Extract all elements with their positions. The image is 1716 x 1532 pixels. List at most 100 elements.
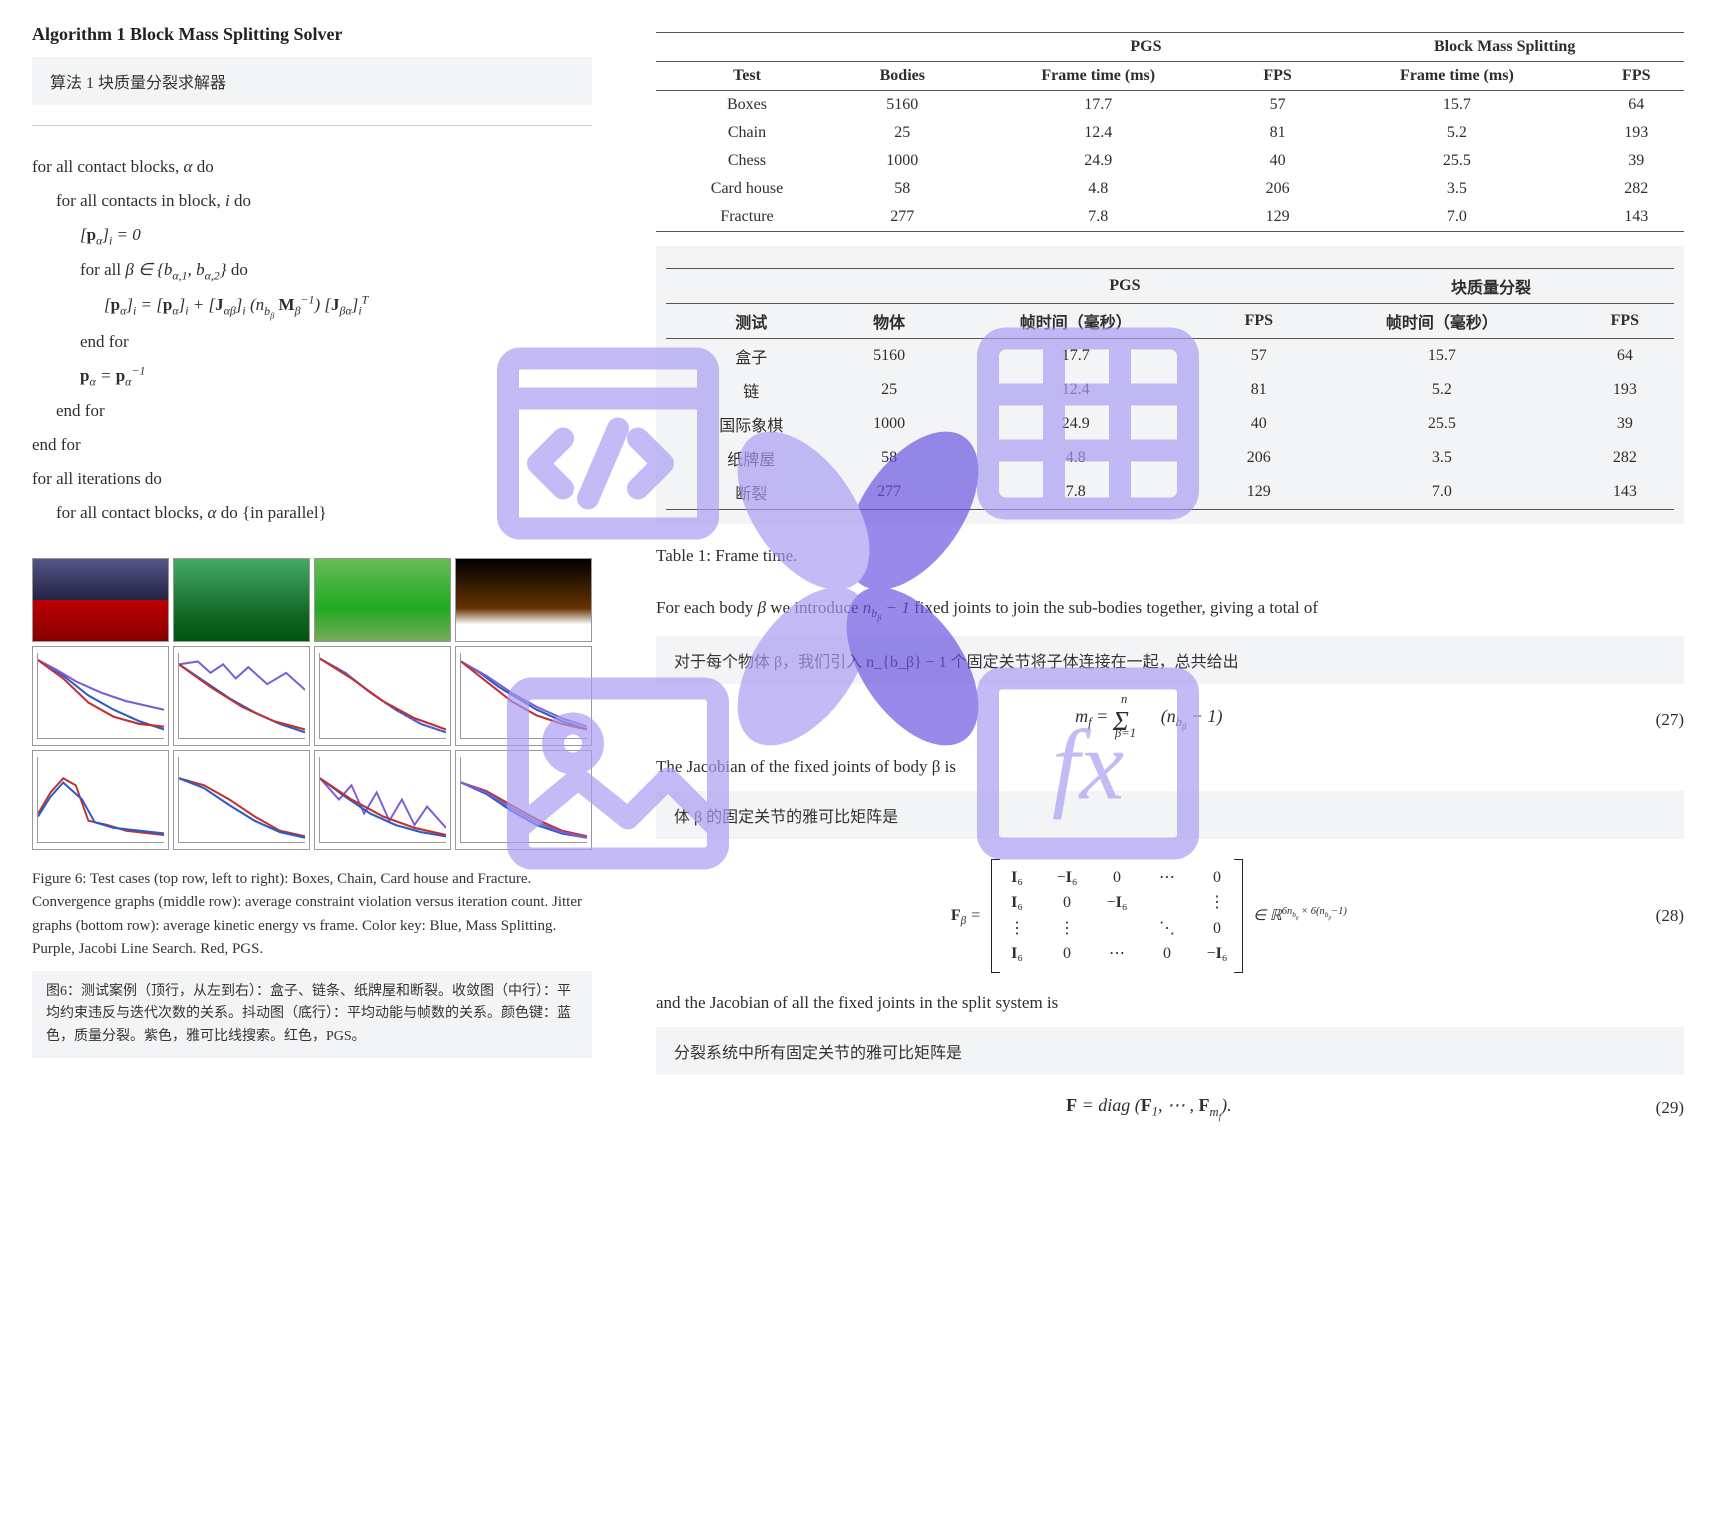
table-row: 链2512.4815.2193 xyxy=(666,373,1674,407)
table-cell: 5160 xyxy=(838,91,967,120)
body-p1-zh: 对于每个物体 β，我们引入 n_{b_β} − 1 个固定关节将子体连接在一起，… xyxy=(656,636,1684,684)
algo-line: for all contact blocks, α do xyxy=(32,150,592,184)
table-row: Chain2512.4815.2193 xyxy=(656,119,1684,147)
algorithm-title: Algorithm 1 Block Mass Splitting Solver xyxy=(32,24,592,45)
table-header: Block Mass Splitting xyxy=(1325,33,1684,62)
table-cell: 58 xyxy=(838,175,967,203)
table-cell: Chain xyxy=(656,119,838,147)
table-cell: 277 xyxy=(836,475,942,510)
table-cell: 143 xyxy=(1576,475,1674,510)
table-cell: 25 xyxy=(836,373,942,407)
eq-number: (29) xyxy=(1642,1098,1684,1118)
figure6-jitter-plot xyxy=(32,750,169,850)
table-row: 国际象棋100024.94025.539 xyxy=(666,407,1674,441)
table-header: 帧时间（毫秒） xyxy=(942,304,1210,339)
figure6-scene-fracture xyxy=(455,558,592,642)
algo-line-eq: [pα]i = 0 xyxy=(32,218,592,253)
table-header: FPS xyxy=(1210,304,1308,339)
algo-line-eq: pα = pα−1 xyxy=(32,359,592,394)
table-cell: 193 xyxy=(1576,373,1674,407)
eq-number: (27) xyxy=(1642,710,1684,730)
figure6-conv-plot xyxy=(32,646,169,746)
table-header: FPS xyxy=(1230,62,1325,91)
table-row: Chess100024.94025.539 xyxy=(656,147,1684,175)
table-cell: 129 xyxy=(1230,203,1325,232)
table-cell: 4.8 xyxy=(967,175,1230,203)
figure6-scene-chain xyxy=(173,558,310,642)
table-cell: 64 xyxy=(1576,339,1674,374)
table1-zh-box: PGS 块质量分裂 测试物体帧时间（毫秒）FPS帧时间（毫秒）FPS 盒子516… xyxy=(656,246,1684,524)
table1-label: Table 1: Frame time. xyxy=(656,546,1684,566)
algo-line: for all contacts in block, i do xyxy=(32,184,592,218)
body-p3-zh: 分裂系统中所有固定关节的雅可比矩阵是 xyxy=(656,1027,1684,1075)
body-p3: and the Jacobian of all the fixed joints… xyxy=(656,989,1684,1017)
table-cell: 7.0 xyxy=(1325,203,1588,232)
table-cell: 282 xyxy=(1589,175,1684,203)
right-column: PGS Block Mass Splitting TestBodiesFrame… xyxy=(656,24,1684,1137)
table-cell: 链 xyxy=(666,373,836,407)
divider xyxy=(32,125,592,126)
table-cell: 58 xyxy=(836,441,942,475)
table-header: Test xyxy=(656,62,838,91)
table-cell: 4.8 xyxy=(942,441,1210,475)
table-row: Card house584.82063.5282 xyxy=(656,175,1684,203)
figure6-jitter-plot xyxy=(173,750,310,850)
table-cell: 5.2 xyxy=(1325,119,1588,147)
table-cell: 39 xyxy=(1576,407,1674,441)
body-p2: The Jacobian of the fixed joints of body… xyxy=(656,753,1684,781)
table-cell: 25.5 xyxy=(1325,147,1588,175)
table-header: FPS xyxy=(1576,304,1674,339)
table-cell: 5.2 xyxy=(1308,373,1576,407)
table-cell: 断裂 xyxy=(666,475,836,510)
algo-line: for all β ∈ {bα,1, bα,2} do xyxy=(32,253,592,288)
table-cell: 7.8 xyxy=(942,475,1210,510)
table-cell: 12.4 xyxy=(942,373,1210,407)
figure6-conv-plot xyxy=(173,646,310,746)
table-cell: 81 xyxy=(1230,119,1325,147)
table-cell: 57 xyxy=(1210,339,1308,374)
table-cell: 25.5 xyxy=(1308,407,1576,441)
table-header: 块质量分裂 xyxy=(1308,269,1674,304)
table-cell: 206 xyxy=(1230,175,1325,203)
table-header: Frame time (ms) xyxy=(967,62,1230,91)
figure6-caption-zh: 图6：测试案例（顶行，从左到右）：盒子、链条、纸牌屋和断裂。收敛图（中行）：平均… xyxy=(32,971,592,1058)
table-cell: 25 xyxy=(838,119,967,147)
equation-29: F = diag (F1, ⋯ , Fmf). (29) xyxy=(656,1095,1684,1121)
table1-en: PGS Block Mass Splitting TestBodiesFrame… xyxy=(656,32,1684,232)
table1-zh: PGS 块质量分裂 测试物体帧时间（毫秒）FPS帧时间（毫秒）FPS 盒子516… xyxy=(666,268,1674,510)
algo-line: end for xyxy=(32,325,592,359)
algo-line: end for xyxy=(32,428,592,462)
left-column: Algorithm 1 Block Mass Splitting Solver … xyxy=(32,24,592,1137)
table-cell: 24.9 xyxy=(942,407,1210,441)
table-cell: 7.8 xyxy=(967,203,1230,232)
table-cell: 81 xyxy=(1210,373,1308,407)
table-header: 测试 xyxy=(666,304,836,339)
algo-line: for all contact blocks, α do {in paralle… xyxy=(32,496,592,530)
table-cell: 64 xyxy=(1589,91,1684,120)
table-cell: 40 xyxy=(1230,147,1325,175)
table-cell: 39 xyxy=(1589,147,1684,175)
table-cell: 7.0 xyxy=(1308,475,1576,510)
figure6-caption: Figure 6: Test cases (top row, left to r… xyxy=(32,868,592,961)
table-header: PGS xyxy=(967,33,1326,62)
table-cell: 5160 xyxy=(836,339,942,374)
algo-line: for all iterations do xyxy=(32,462,592,496)
figure6-grid xyxy=(32,558,592,850)
table-cell: 1000 xyxy=(838,147,967,175)
table-header: 物体 xyxy=(836,304,942,339)
figure6-conv-plot xyxy=(314,646,451,746)
table-header: PGS xyxy=(942,269,1308,304)
algo-line: end for xyxy=(32,394,592,428)
table-cell: 12.4 xyxy=(967,119,1230,147)
table-cell: Chess xyxy=(656,147,838,175)
table-cell: 15.7 xyxy=(1325,91,1588,120)
algo-line-eq: [pα]i = [pα]i + [Jαβ]i (nbβ Mβ−1) [Jβα]i… xyxy=(32,288,592,324)
table-cell: 17.7 xyxy=(967,91,1230,120)
figure6-scene-boxes xyxy=(32,558,169,642)
table-cell: 282 xyxy=(1576,441,1674,475)
table-cell: 国际象棋 xyxy=(666,407,836,441)
table-cell: 143 xyxy=(1589,203,1684,232)
table-header: Bodies xyxy=(838,62,967,91)
table-cell: 206 xyxy=(1210,441,1308,475)
table-cell: 3.5 xyxy=(1308,441,1576,475)
